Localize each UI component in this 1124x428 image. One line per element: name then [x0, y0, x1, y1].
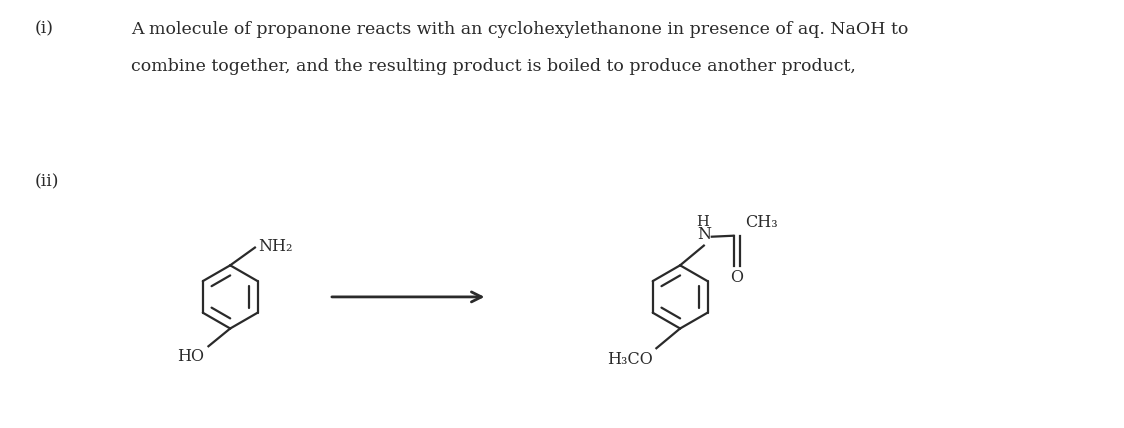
Text: (i): (i): [35, 21, 54, 38]
Text: HO: HO: [178, 348, 205, 365]
Text: combine together, and the resulting product is boiled to produce another product: combine together, and the resulting prod…: [132, 58, 856, 75]
Text: N: N: [697, 226, 710, 243]
Text: CH₃: CH₃: [745, 214, 778, 231]
Text: H: H: [697, 215, 709, 229]
Text: H₃CO: H₃CO: [607, 351, 652, 368]
Text: A molecule of propanone reacts with an cyclohexylethanone in presence of aq. NaO: A molecule of propanone reacts with an c…: [132, 21, 908, 38]
Text: O: O: [729, 269, 743, 286]
Text: (ii): (ii): [35, 173, 58, 190]
Text: NH₂: NH₂: [257, 238, 292, 255]
